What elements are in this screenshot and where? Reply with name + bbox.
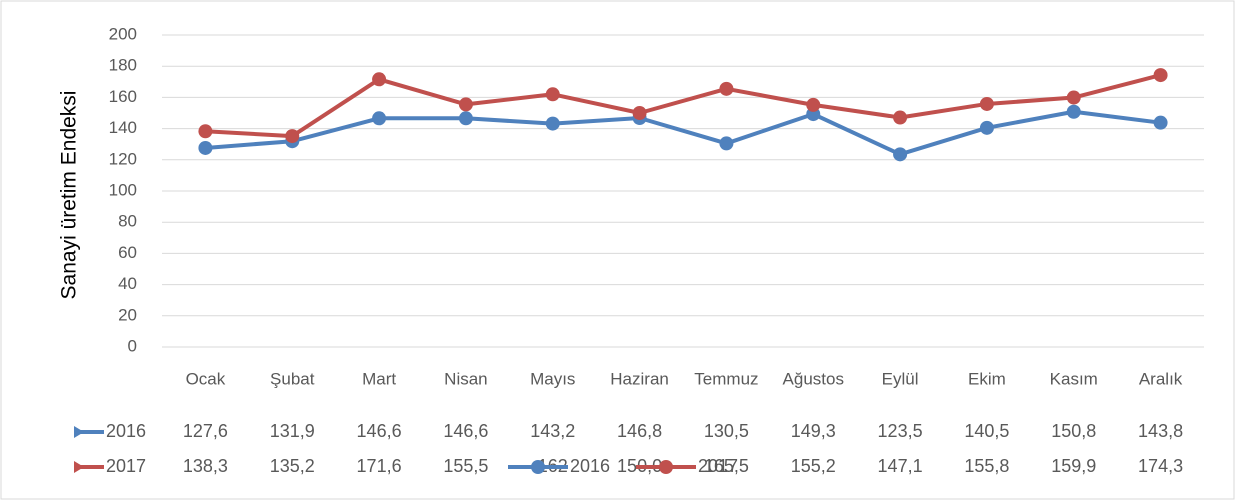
point xyxy=(979,120,994,135)
table-value: 146,6 xyxy=(443,421,488,441)
y-tick-label: 120 xyxy=(109,149,137,168)
point xyxy=(372,111,387,126)
x-tick-label: Nisan xyxy=(444,369,487,388)
x-tick-label: Ocak xyxy=(186,369,226,388)
y-tick-label: 80 xyxy=(118,212,137,231)
point xyxy=(893,147,908,162)
legend-marker xyxy=(659,460,673,474)
table-value: 149,3 xyxy=(791,421,836,441)
legend-marker xyxy=(531,460,545,474)
legend-key-marker xyxy=(74,426,84,438)
table-value: 127,6 xyxy=(183,421,228,441)
y-tick-label: 140 xyxy=(109,118,137,137)
point xyxy=(719,81,734,96)
table-value: 150,8 xyxy=(1051,421,1096,441)
point xyxy=(545,116,560,131)
y-axis-label: Sanayi üretim Endeksi xyxy=(58,91,81,300)
legend-label: 2017 xyxy=(698,456,738,476)
table-value: 165,5 xyxy=(704,456,749,476)
point xyxy=(1153,115,1168,130)
y-tick-label: 0 xyxy=(128,336,137,355)
table-value: 131,9 xyxy=(270,421,315,441)
y-tick-label: 180 xyxy=(109,56,137,75)
point xyxy=(979,96,994,111)
y-tick-label: 40 xyxy=(118,274,137,293)
point xyxy=(545,87,560,102)
x-tick-label: Aralık xyxy=(1139,369,1183,388)
x-tick-label: Eylül xyxy=(882,369,919,388)
point xyxy=(285,129,300,144)
table-value: 147,1 xyxy=(878,456,923,476)
table-series-name: 2017 xyxy=(106,456,146,476)
table-value: 146,6 xyxy=(357,421,402,441)
y-tick-label: 200 xyxy=(109,24,137,43)
table-value: 143,8 xyxy=(1138,421,1183,441)
point xyxy=(198,124,213,139)
table-value: 143,2 xyxy=(530,421,575,441)
point xyxy=(719,136,734,151)
x-tick-label: Şubat xyxy=(270,369,315,388)
x-tick-label: Ekim xyxy=(968,369,1006,388)
table-value: 155,8 xyxy=(964,456,1009,476)
table-value: 135,2 xyxy=(270,456,315,476)
point xyxy=(1066,90,1081,105)
point xyxy=(806,97,821,112)
point xyxy=(1066,104,1081,119)
table-value: 138,3 xyxy=(183,456,228,476)
legend-key-marker xyxy=(74,461,84,473)
y-tick-label: 160 xyxy=(109,87,137,106)
legend-label: 2016 xyxy=(570,456,610,476)
x-tick-label: Kasım xyxy=(1050,369,1098,388)
point xyxy=(458,97,473,112)
point xyxy=(458,111,473,126)
point xyxy=(1153,68,1168,83)
point xyxy=(198,140,213,155)
table-value: 159,9 xyxy=(1051,456,1096,476)
series-line xyxy=(205,109,1161,157)
point xyxy=(893,110,908,125)
table-value: 123,5 xyxy=(878,421,923,441)
y-tick-label: 60 xyxy=(118,243,137,262)
y-tick-label: 100 xyxy=(109,180,137,199)
table-value: 171,6 xyxy=(357,456,402,476)
x-tick-label: Temmuz xyxy=(694,369,758,388)
table-value: 155,2 xyxy=(791,456,836,476)
point xyxy=(632,106,647,120)
table-value: 174,3 xyxy=(1138,456,1183,476)
point xyxy=(372,72,387,87)
x-tick-label: Haziran xyxy=(610,369,669,388)
x-tick-label: Mayıs xyxy=(530,369,575,388)
table-value: 155,5 xyxy=(443,456,488,476)
y-tick-label: 20 xyxy=(118,305,137,324)
x-tick-label: Mart xyxy=(362,369,396,388)
table-value: 146,8 xyxy=(617,421,662,441)
x-tick-label: Ağustos xyxy=(783,369,844,388)
table-series-name: 2016 xyxy=(106,421,146,441)
table-value: 140,5 xyxy=(964,421,1009,441)
table-value: 130,5 xyxy=(704,421,749,441)
series-line xyxy=(205,73,1162,139)
